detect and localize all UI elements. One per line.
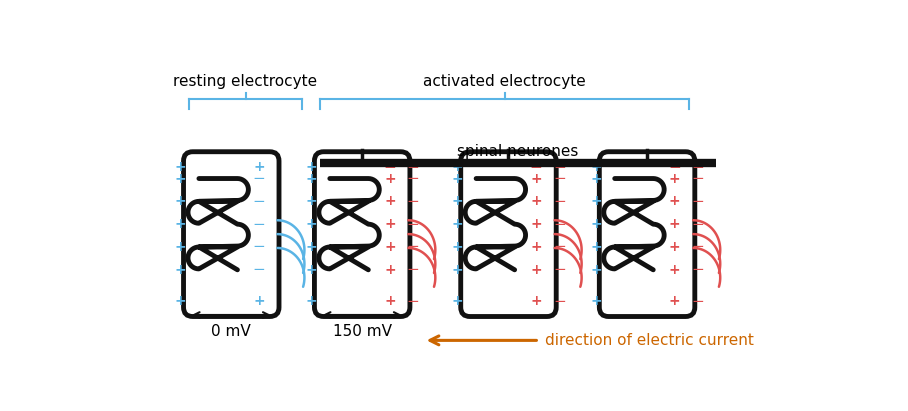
Text: −: − (692, 240, 705, 254)
Text: −: − (692, 262, 705, 277)
Text: +: + (174, 160, 186, 174)
FancyBboxPatch shape (314, 152, 410, 316)
Text: +: + (452, 160, 463, 174)
Text: +: + (384, 263, 396, 277)
Text: −: − (692, 171, 705, 186)
Text: direction of electric current: direction of electric current (546, 333, 755, 348)
Text: +: + (384, 294, 396, 308)
Text: −: − (553, 194, 566, 209)
Text: +: + (452, 217, 463, 231)
Text: resting electrocyte: resting electrocyte (173, 74, 318, 89)
Text: +: + (590, 263, 602, 277)
Text: +: + (305, 171, 317, 185)
Text: −: − (252, 217, 265, 232)
Text: −: − (553, 293, 566, 309)
Text: −: − (553, 159, 566, 175)
Text: +: + (253, 160, 265, 174)
Text: −: − (529, 159, 543, 175)
Text: +: + (530, 171, 542, 185)
Text: +: + (384, 240, 396, 254)
Text: +: + (452, 240, 463, 254)
Text: +: + (452, 194, 463, 208)
Text: activated electrocyte: activated electrocyte (423, 74, 586, 89)
Text: −: − (407, 262, 419, 277)
Text: −: − (692, 293, 705, 309)
Text: −: − (407, 159, 419, 175)
Text: +: + (590, 160, 602, 174)
Text: 150 mV: 150 mV (332, 324, 391, 339)
Text: +: + (174, 194, 186, 208)
Text: +: + (530, 294, 542, 308)
Text: +: + (530, 263, 542, 277)
Text: +: + (530, 194, 542, 208)
Text: −: − (553, 240, 566, 254)
Text: −: − (692, 194, 705, 209)
FancyBboxPatch shape (183, 152, 279, 316)
Text: +: + (669, 194, 681, 208)
Text: +: + (305, 160, 317, 174)
Text: +: + (305, 294, 317, 308)
Text: −: − (668, 159, 681, 175)
Text: +: + (530, 240, 542, 254)
Text: −: − (407, 293, 419, 309)
Text: +: + (384, 194, 396, 208)
FancyBboxPatch shape (460, 152, 557, 316)
Text: −: − (407, 171, 419, 186)
Text: +: + (669, 217, 681, 231)
Text: +: + (669, 294, 681, 308)
Text: +: + (384, 217, 396, 231)
Text: −: − (252, 240, 265, 254)
Text: +: + (452, 294, 463, 308)
Text: +: + (590, 194, 602, 208)
Text: +: + (452, 171, 463, 185)
Text: +: + (305, 217, 317, 231)
Text: +: + (174, 294, 186, 308)
Text: −: − (553, 171, 566, 186)
Text: +: + (669, 240, 681, 254)
Text: +: + (305, 194, 317, 208)
Text: +: + (669, 263, 681, 277)
Text: −: − (407, 240, 419, 254)
Text: 0 mV: 0 mV (212, 324, 252, 339)
FancyBboxPatch shape (599, 152, 695, 316)
Text: +: + (669, 171, 681, 185)
Text: −: − (407, 217, 419, 232)
Text: +: + (530, 217, 542, 231)
Text: spinal neurones: spinal neurones (458, 144, 578, 159)
Text: +: + (590, 217, 602, 231)
Text: +: + (452, 263, 463, 277)
Text: −: − (252, 262, 265, 277)
Text: +: + (590, 171, 602, 185)
Text: −: − (383, 159, 396, 175)
Text: +: + (590, 294, 602, 308)
Text: −: − (553, 262, 566, 277)
Text: −: − (252, 171, 265, 186)
Text: −: − (692, 217, 705, 232)
Text: −: − (252, 194, 265, 209)
Text: +: + (253, 294, 265, 308)
Text: −: − (407, 194, 419, 209)
Text: +: + (590, 240, 602, 254)
Text: +: + (305, 263, 317, 277)
Text: +: + (174, 171, 186, 185)
Text: −: − (553, 217, 566, 232)
Text: +: + (305, 240, 317, 254)
Text: −: − (692, 159, 705, 175)
Text: +: + (174, 217, 186, 231)
Text: +: + (174, 263, 186, 277)
Text: +: + (174, 240, 186, 254)
Text: +: + (384, 171, 396, 185)
